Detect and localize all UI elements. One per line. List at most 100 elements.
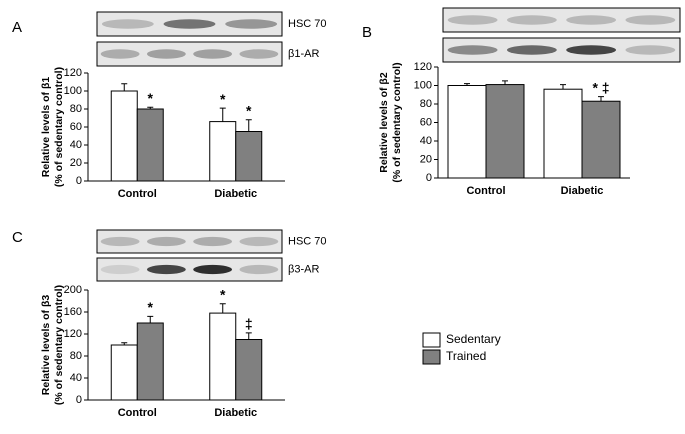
panel-letter: C: [12, 229, 23, 246]
blot-label: HSC 70: [288, 235, 327, 247]
error-bar: [219, 107, 226, 122]
y-tick-label: 20: [420, 153, 432, 165]
y-axis-label: (% of sedentary control): [391, 62, 403, 182]
error-bar: [147, 106, 154, 109]
x-tick-label: Control: [118, 188, 157, 200]
y-tick-label: 120: [64, 328, 82, 340]
blot-band: [163, 19, 216, 29]
panel-letter: A: [12, 19, 22, 36]
y-tick-label: 40: [70, 139, 82, 151]
error-bar: [464, 83, 470, 86]
y-tick-label: 100: [414, 79, 432, 91]
y-axis-label: Relative levels of β1: [40, 77, 52, 178]
y-tick-label: 80: [70, 350, 82, 362]
blot-label: β1-AR: [288, 48, 319, 60]
legend-label: Sedentary: [446, 332, 501, 346]
y-tick-label: 100: [64, 85, 82, 97]
y-axis-label: Relative levels of β2: [378, 72, 390, 173]
blot-band: [239, 49, 279, 59]
blot-band: [100, 236, 140, 247]
bar: [110, 90, 138, 182]
significance-mark: ‡: [245, 316, 253, 332]
error-bar: [502, 80, 508, 85]
x-tick-label: Control: [118, 407, 157, 419]
significance-mark: *: [246, 103, 252, 119]
blot-band: [193, 264, 233, 275]
blot-band: [447, 15, 498, 25]
blot-band: [447, 45, 498, 55]
significance-mark: *: [148, 299, 154, 315]
x-tick-label: Diabetic: [561, 185, 604, 197]
y-tick-label: 80: [420, 98, 432, 110]
y-tick-label: 160: [64, 306, 82, 318]
significance-mark: *: [220, 91, 226, 107]
x-tick-label: Diabetic: [214, 188, 257, 200]
y-axis-label: (% of sedentary control): [53, 67, 65, 187]
blot-band: [146, 264, 186, 275]
blot-band: [146, 236, 186, 247]
blot-image: [442, 7, 681, 33]
y-tick-label: 20: [70, 157, 82, 169]
error-bar: [147, 315, 154, 323]
blot-band: [101, 19, 154, 29]
y-tick-label: 80: [70, 103, 82, 115]
x-tick-label: Diabetic: [214, 407, 257, 419]
y-tick-label: 60: [70, 121, 82, 133]
blot-band: [239, 264, 279, 275]
legend-swatch: [422, 349, 441, 365]
y-tick-label: 0: [76, 394, 82, 406]
bar: [235, 339, 263, 401]
y-tick-label: 120: [64, 67, 82, 79]
significance-mark: *: [220, 286, 226, 302]
bar: [485, 84, 525, 179]
blot-band: [566, 15, 617, 25]
blot-band: [100, 264, 140, 275]
blot-band: [625, 45, 676, 55]
bar: [447, 85, 487, 179]
y-tick-label: 200: [64, 284, 82, 296]
blot-band: [566, 45, 617, 55]
y-tick-label: 0: [76, 175, 82, 187]
blot-image: [442, 37, 681, 63]
blot-band: [193, 236, 233, 247]
bar: [543, 88, 583, 179]
y-tick-label: 60: [420, 116, 432, 128]
legend-label: Trained: [446, 349, 486, 363]
panel-letter: B: [362, 24, 372, 41]
y-axis-label: (% of sedentary control): [53, 285, 65, 405]
y-tick-label: 40: [420, 135, 432, 147]
error-bar: [245, 119, 252, 132]
y-axis-label: Relative levels of β3: [40, 295, 52, 396]
error-bar: [121, 83, 128, 91]
legend-swatch: [422, 332, 441, 348]
bar: [235, 131, 263, 182]
bar: [136, 108, 164, 182]
blot-band: [225, 19, 278, 29]
y-tick-label: 0: [426, 172, 432, 184]
error-bar: [121, 342, 128, 345]
blot-band: [506, 45, 557, 55]
bar: [209, 312, 237, 401]
significance-mark: * ‡: [592, 79, 609, 95]
x-tick-label: Control: [466, 185, 505, 197]
blot-band: [100, 49, 140, 59]
y-tick-label: 120: [414, 61, 432, 73]
bar: [110, 344, 138, 401]
bar: [136, 322, 164, 401]
error-bar: [560, 84, 566, 90]
significance-mark: *: [148, 90, 154, 106]
blot-band: [239, 236, 279, 247]
blot-image: [96, 257, 283, 282]
y-tick-label: 40: [70, 372, 82, 384]
bar: [581, 100, 621, 179]
blot-band: [193, 49, 233, 59]
error-bar: [598, 96, 604, 102]
error-bar: [245, 332, 252, 340]
bar: [209, 121, 237, 182]
error-bar: [219, 303, 226, 314]
blot-band: [146, 49, 186, 59]
blot-image: [96, 41, 283, 67]
blot-label: HSC 70: [288, 18, 327, 30]
blot-band: [506, 15, 557, 25]
